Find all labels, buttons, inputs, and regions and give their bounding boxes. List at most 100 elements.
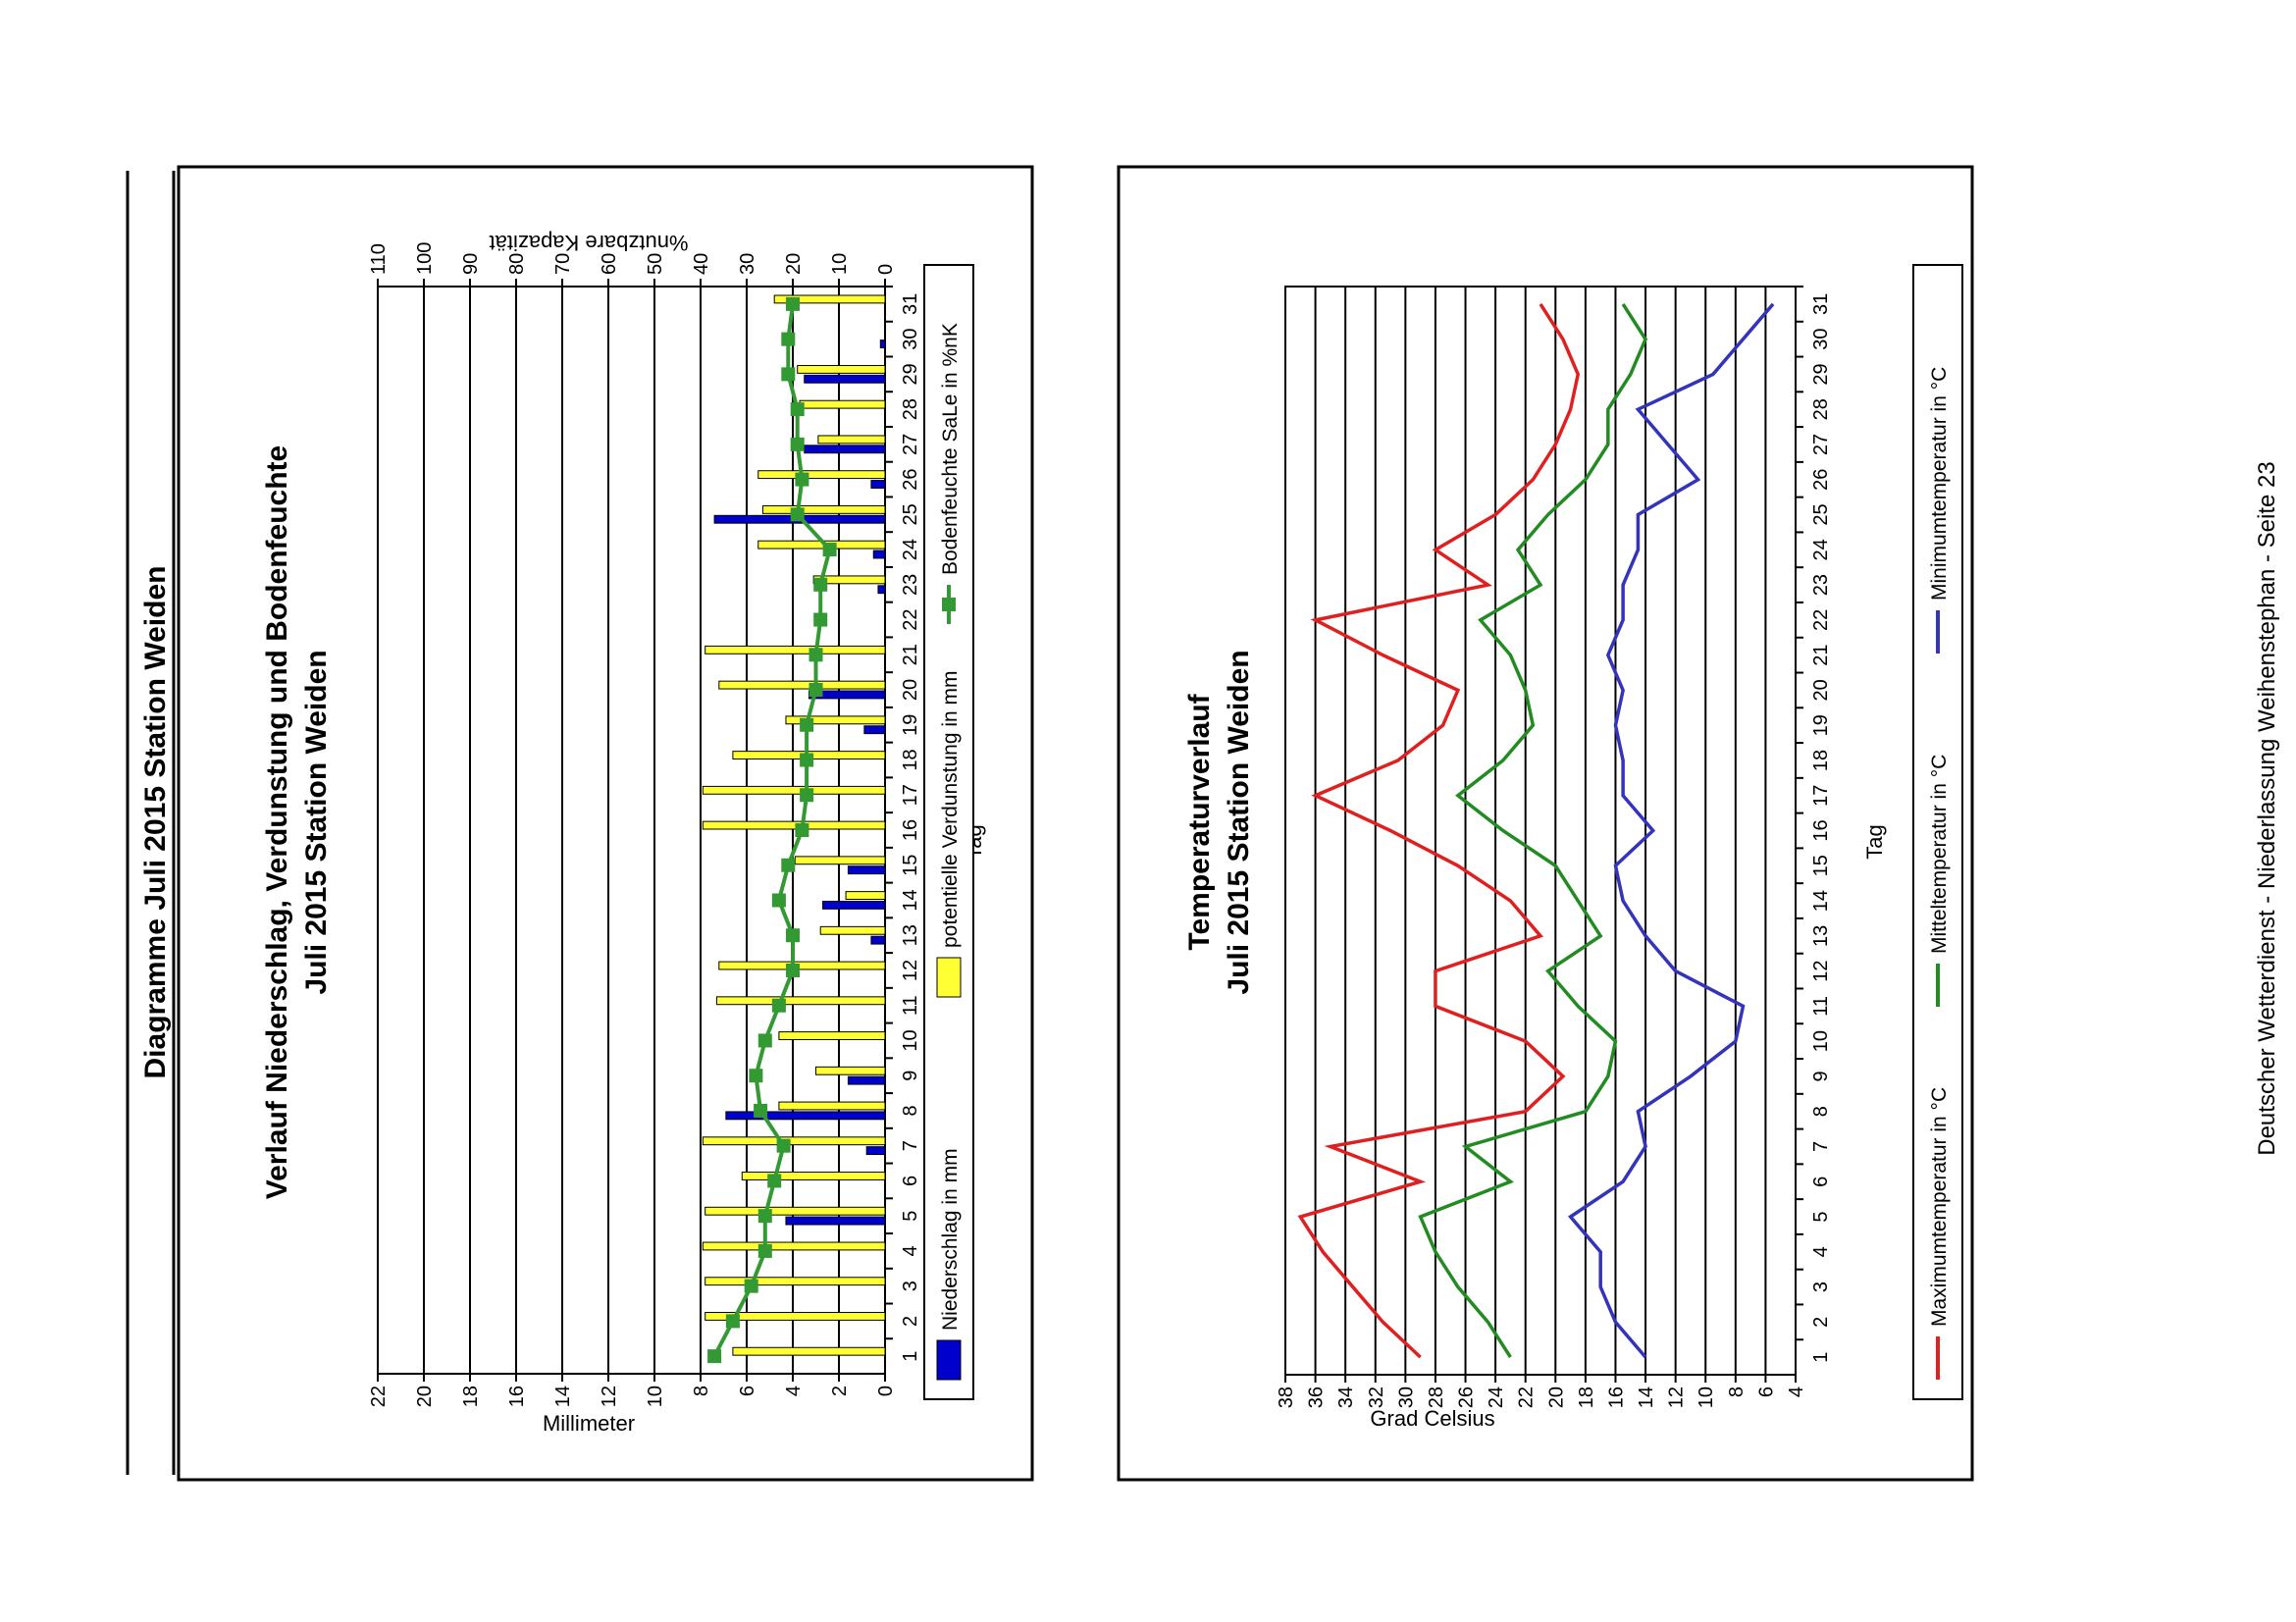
chart2-x-tick-label: 26 [1810, 469, 1832, 491]
chart2-plot-area [1284, 286, 1797, 1376]
chart1-y2-tick-label: 40 [691, 253, 712, 275]
chart1-evap-bar [718, 680, 886, 690]
chart1-legend-swatch [936, 957, 962, 998]
chart1-y2-tick-label: 30 [737, 253, 758, 275]
chart2-y-tick-label: 34 [1335, 1387, 1357, 1408]
chart1-y2-tick-label: 60 [599, 253, 620, 275]
chart1-precip-bar [877, 585, 886, 595]
chart1-y-tick-label: 14 [552, 1386, 574, 1407]
chart2-subtitle: Juli 2015 Station Weiden [1223, 650, 1255, 994]
chart1-x-tick-label: 29 [900, 363, 921, 385]
chart1-y2-tick-label: 90 [460, 253, 482, 275]
chart2-x-tick-label: 2 [1810, 1317, 1832, 1328]
chart2-series-line-2 [1418, 302, 1648, 1359]
chart2-y-tick-label: 20 [1545, 1387, 1567, 1408]
chart1-x-tick-label: 7 [900, 1140, 921, 1151]
chart2-x-tick-label: 5 [1810, 1211, 1832, 1222]
chart1-y2-tick-label: 20 [783, 253, 805, 275]
chart2-x-tick-label: 13 [1810, 925, 1832, 947]
chart1-x-tick-label: 2 [900, 1316, 921, 1327]
chart2-y-tick-label: 26 [1456, 1387, 1478, 1408]
chart2-series-line-3 [1567, 302, 1775, 1359]
chart1-x-tick-label: 21 [900, 644, 921, 665]
chart1-soil-moisture-marker [767, 1174, 782, 1188]
chart1-legend-label: Bodenfeuchte SaLe in %nK [939, 323, 962, 575]
chart1-y2-tick-label: 100 [414, 242, 436, 275]
chart1-precip-bar [870, 935, 886, 945]
chart1-x-tick-label: 15 [900, 855, 921, 876]
chart1-soil-moisture-marker [800, 788, 814, 803]
chart1-y-tick-label: 18 [460, 1386, 482, 1407]
chart2-y-tick-label: 14 [1636, 1387, 1657, 1408]
chart1-soil-moisture-line [707, 296, 837, 1364]
chart1-precip-bar [725, 1111, 886, 1121]
chart2-x-tick-label: 9 [1810, 1071, 1832, 1081]
chart1-soil-moisture-marker [786, 928, 800, 943]
chart1-y-tick-label: 8 [691, 1386, 712, 1396]
chart2-x-tick-label: 22 [1810, 609, 1832, 631]
chart2-x-tick-label: 18 [1810, 750, 1832, 771]
chart1-x-tick-label: 19 [900, 714, 921, 736]
chart1-soil-moisture-marker [771, 998, 786, 1013]
chart1-evap-bar [704, 1206, 886, 1216]
chart2-legend-box [1912, 264, 1963, 1400]
chart1-x-tick-label: 26 [900, 468, 921, 490]
chart2-x-tick-label: 31 [1810, 293, 1832, 315]
chart1-evap-bar [718, 961, 886, 970]
page-footer: Deutscher Wetterdienst - Niederlassung W… [2254, 461, 2280, 1156]
chart2-x-tick-label: 19 [1810, 714, 1832, 736]
chart1-legend-swatch [936, 1339, 962, 1381]
chart1-soil-moisture-marker [786, 296, 800, 311]
chart1-x-tick-label: 1 [900, 1351, 921, 1362]
chart1-soil-moisture-marker [781, 332, 796, 346]
chart1-evap-bar [757, 470, 886, 480]
chart2-y-tick-label: 6 [1755, 1387, 1777, 1397]
chart1-x-tick-label: 10 [900, 1029, 921, 1051]
chart1-soil-moisture-marker [800, 753, 814, 767]
chart1-evap-bar [845, 891, 886, 900]
chart1-x-tick-label: 16 [900, 819, 921, 841]
chart1-evap-bar [812, 575, 886, 585]
chart1-evap-bar [704, 1312, 886, 1321]
chart1-evap-bar [817, 435, 886, 445]
chart1-x-tick-label: 22 [900, 608, 921, 630]
chart1-soil-moisture-marker [795, 823, 809, 837]
chart1-evap-bar [773, 294, 886, 304]
chart1-evap-bar [778, 1101, 886, 1111]
chart1-x-tick-label: 27 [900, 434, 921, 455]
chart1-precip-bar [808, 690, 886, 700]
chart1-x-tick-label: 12 [900, 960, 921, 981]
chart1-x-tick-label: 31 [900, 293, 921, 315]
chart2-legend-label: Maximumtemperatur in °C [1928, 1087, 1951, 1327]
chart1-precip-bar [870, 480, 886, 489]
chart2-y-tick-label: 18 [1576, 1387, 1597, 1408]
chart2-y-tick-label: 38 [1276, 1387, 1297, 1408]
chart1-evap-bar [702, 1136, 886, 1146]
chart1-precip-bar [863, 725, 886, 735]
chart1-soil-moisture-marker [744, 1279, 758, 1293]
chart1-evap-bar [761, 504, 886, 514]
chart1-x-tick-label: 17 [900, 784, 921, 806]
chart1-subtitle: Juli 2015 Station Weiden [300, 650, 333, 994]
chart1-soil-moisture-marker [813, 612, 828, 627]
chart2-x-tick-label: 1 [1810, 1352, 1832, 1363]
chart1-soil-moisture-marker [781, 367, 796, 382]
chart1-soil-moisture-marker [786, 963, 800, 977]
chart1-precip-bar [804, 445, 886, 454]
chart2-x-tick-label: 25 [1810, 503, 1832, 525]
chart1-evap-bar [799, 399, 886, 409]
chart1-legend-label: potentielle Verdunstung in mm [939, 670, 962, 948]
chart2-y-tick-label: 24 [1486, 1387, 1507, 1408]
chart2-x-tick-label: 7 [1810, 1141, 1832, 1152]
chart1-axes: 0246810121416182022010203040506070809010… [368, 242, 921, 1408]
chart1-x-tick-label: 3 [900, 1281, 921, 1291]
chart1-evap-bar [702, 820, 886, 830]
chart1-x-tick-label: 6 [900, 1176, 921, 1186]
chart2-y-tick-label: 28 [1426, 1387, 1447, 1408]
chart1-y2-axis-label: %nutzbare Kapazität [489, 231, 688, 255]
chart2-y-tick-label: 32 [1366, 1387, 1387, 1408]
chart1-legend-box [923, 264, 974, 1400]
chart1-y-tick-label: 22 [368, 1386, 390, 1407]
